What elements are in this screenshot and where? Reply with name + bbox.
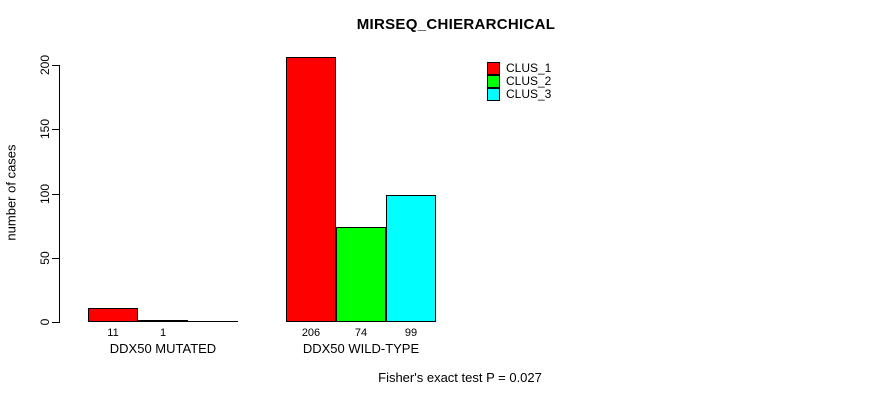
bar-clus-3-ddx50-wild-type (386, 195, 436, 322)
y-axis-tick-label: 200 (38, 54, 52, 76)
y-axis-tick-label: 150 (38, 118, 52, 140)
legend-label-clus-2: CLUS_2 (506, 74, 552, 88)
y-axis-tick (52, 322, 59, 323)
bar-clus-1-ddx50-mutated (88, 308, 138, 322)
y-axis-tick-label: 100 (38, 183, 52, 205)
legend-swatch-clus-1 (487, 62, 500, 75)
bar-value-label: 74 (354, 327, 368, 339)
y-axis-tick-label: 0 (38, 318, 52, 326)
y-axis-label: number of cases (3, 144, 19, 241)
bar-value-label: 1 (159, 327, 167, 339)
legend-row-clus-2: CLUS_2 (487, 75, 551, 88)
legend-row-clus-1: CLUS_1 (487, 62, 551, 75)
y-axis-tick (52, 129, 59, 130)
legend-swatch-clus-3 (487, 88, 500, 101)
y-axis (59, 65, 60, 323)
x-axis-category-label: DDX50 WILD-TYPE (302, 341, 420, 356)
bar-clus-2-ddx50-wild-type (336, 227, 386, 322)
y-axis-tick (52, 194, 59, 195)
y-axis-tick-label: 50 (38, 251, 52, 265)
bar-value-label: 206 (301, 327, 321, 339)
y-axis-tick (52, 65, 59, 66)
legend-swatch-clus-2 (487, 75, 500, 88)
y-axis-tick (52, 258, 59, 259)
legend: CLUS_1 CLUS_2 CLUS_3 (487, 62, 551, 101)
bar-value-label: 11 (107, 327, 119, 339)
bar-clus-3-ddx50-mutated (188, 321, 238, 322)
x-axis-category-label: DDX50 MUTATED (109, 341, 217, 356)
bar-clus-1-ddx50-wild-type (286, 57, 336, 322)
chart-title: MIRSEQ_CHIERARCHICAL (356, 16, 556, 33)
legend-row-clus-3: CLUS_3 (487, 88, 551, 101)
bar-clus-2-ddx50-mutated (138, 320, 188, 322)
legend-label-clus-1: CLUS_1 (506, 61, 552, 75)
legend-label-clus-3: CLUS_3 (506, 87, 552, 101)
bar-value-label: 99 (404, 327, 418, 339)
caption: Fisher's exact test P = 0.027 (378, 370, 542, 385)
